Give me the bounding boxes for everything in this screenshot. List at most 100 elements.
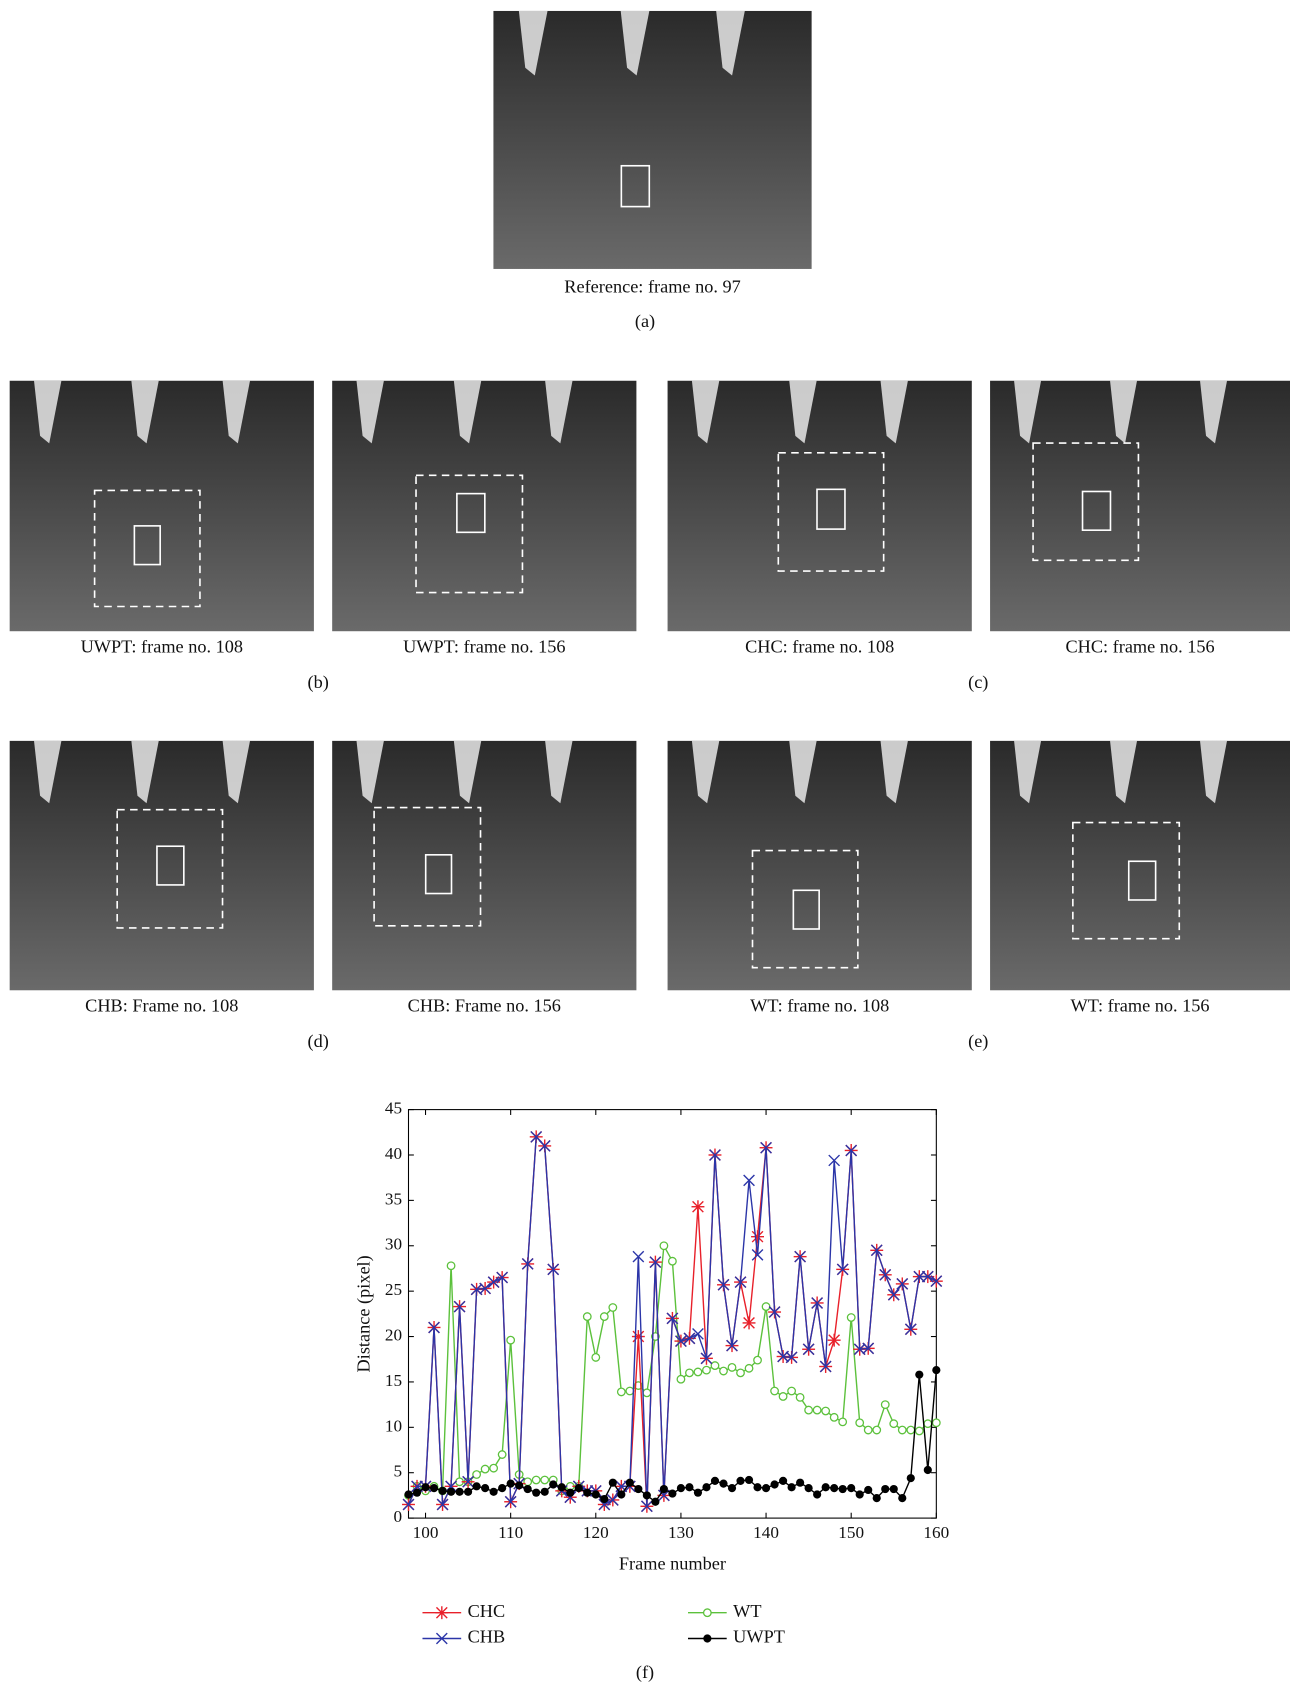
marker-stroke: [683, 1332, 696, 1345]
marker: [462, 1475, 474, 1488]
marker: [496, 1271, 509, 1284]
marker: [760, 1141, 772, 1154]
marker-shape: [829, 1412, 839, 1422]
marker: [429, 1484, 439, 1493]
marker-shape: [915, 1370, 924, 1379]
marker-shape: [906, 1425, 916, 1435]
marker: [479, 1282, 491, 1295]
marker-stroke: [470, 1283, 483, 1296]
search-window: [415, 474, 524, 594]
marker-shape: [864, 1485, 873, 1495]
target-box: [620, 164, 651, 208]
series: [404, 1241, 941, 1500]
marker-shape: [481, 1484, 490, 1493]
marker-shape: [489, 1487, 498, 1496]
panel-label: (a): [635, 311, 655, 332]
ceiling-light: [1110, 740, 1138, 804]
target-box: [424, 854, 453, 895]
marker: [921, 1270, 934, 1283]
marker: [506, 1479, 515, 1488]
marker: [796, 1478, 805, 1487]
marker-stroke: [700, 1352, 713, 1365]
search-window: [1032, 442, 1140, 562]
marker-shape: [591, 1490, 600, 1499]
marker-shape: [881, 1484, 890, 1494]
marker: [863, 1425, 873, 1435]
caption: UWPT: frame no. 156: [403, 637, 565, 657]
y-tick-label: 5: [393, 1462, 402, 1481]
marker: [828, 1154, 841, 1167]
marker: [778, 1392, 788, 1401]
marker-stroke: [853, 1343, 866, 1356]
marker: [455, 1487, 464, 1496]
ceiling-light: [545, 740, 573, 804]
legend-label: CHB: [468, 1627, 506, 1647]
marker-shape: [889, 1484, 898, 1494]
marker: [472, 1482, 481, 1491]
marker: [549, 1480, 558, 1489]
marker: [540, 1487, 549, 1496]
plot-frame: [407, 1109, 937, 1519]
target-box: [1127, 860, 1157, 901]
marker-shape: [540, 1487, 549, 1496]
marker-shape: [838, 1417, 848, 1427]
marker-shape: [506, 1479, 515, 1488]
marker: [787, 1386, 797, 1396]
ceiling-light: [1014, 380, 1042, 444]
marker-shape: [846, 1313, 856, 1322]
legend-label: WT: [733, 1601, 761, 1621]
marker: [717, 1278, 730, 1291]
marker: [904, 1323, 917, 1336]
marker: [600, 1494, 609, 1504]
marker-shape: [778, 1392, 788, 1401]
panel-label: (b): [308, 672, 329, 693]
marker: [487, 1276, 500, 1288]
ceiling-light: [716, 10, 745, 76]
marker-shape: [770, 1480, 779, 1489]
marker: [744, 1475, 754, 1485]
marker-shape: [795, 1392, 805, 1402]
frame-image: [9, 380, 314, 632]
marker-shape: [472, 1482, 481, 1491]
caption: CHC: frame no. 108: [745, 637, 894, 657]
panel-label: (e): [968, 1031, 988, 1052]
target-box: [456, 492, 486, 534]
marker: [700, 1352, 713, 1365]
marker-shape: [761, 1484, 771, 1493]
target-box: [792, 889, 820, 930]
marker: [506, 1335, 516, 1345]
marker-stroke: [487, 1276, 500, 1288]
marker: [751, 1230, 764, 1244]
marker: [727, 1363, 737, 1372]
marker: [515, 1481, 524, 1490]
marker-stroke: [411, 1480, 423, 1493]
legend-entry: WT: [688, 1601, 762, 1621]
search-window: [751, 849, 859, 969]
marker-shape: [446, 1261, 456, 1271]
marker: [566, 1488, 575, 1497]
marker-shape: [608, 1478, 617, 1487]
marker-shape: [557, 1483, 566, 1492]
marker-stroke: [862, 1342, 875, 1355]
marker: [538, 1140, 551, 1152]
marker-stroke: [819, 1360, 832, 1373]
marker-stroke: [751, 1248, 764, 1261]
marker: [768, 1306, 781, 1318]
marker: [864, 1485, 873, 1495]
marker-shape: [583, 1488, 592, 1497]
marker-shape: [872, 1494, 881, 1503]
marker-shape: [693, 1367, 703, 1377]
marker-stroke: [760, 1141, 772, 1154]
marker: [540, 1475, 550, 1485]
frame-image: [667, 380, 972, 632]
panel-label: (c): [968, 672, 988, 693]
marker-shape: [599, 1312, 609, 1321]
marker: [753, 1483, 762, 1492]
series-line: [407, 1135, 937, 1507]
frame-image: [990, 380, 1290, 632]
marker-stroke: [606, 1494, 619, 1506]
marker: [642, 1388, 652, 1398]
marker: [480, 1464, 490, 1474]
marker-shape: [897, 1425, 907, 1435]
